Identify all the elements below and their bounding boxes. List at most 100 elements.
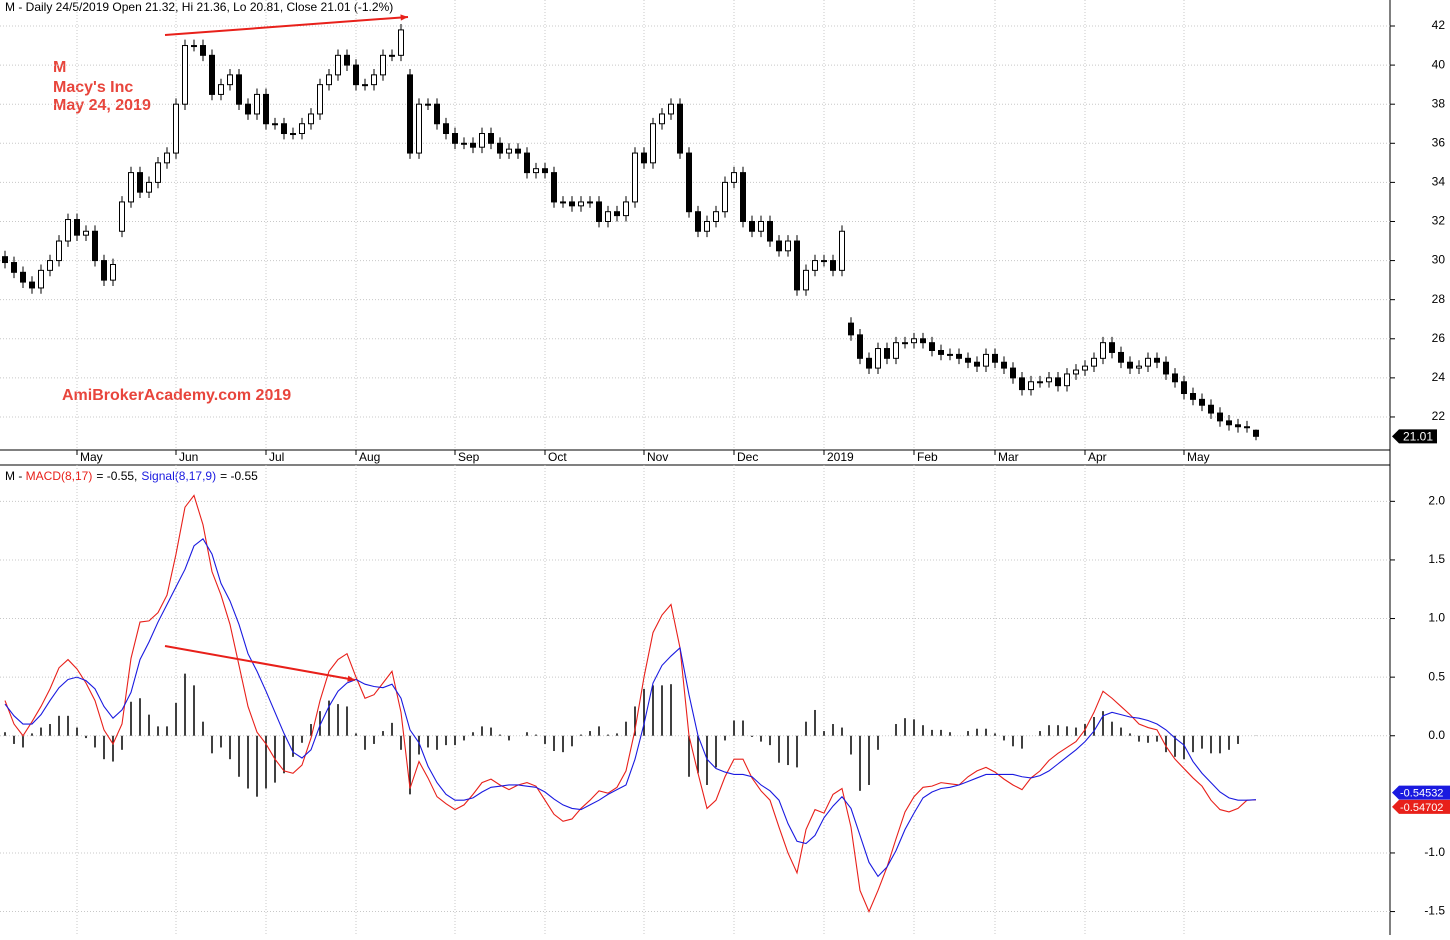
- y-tick-label: 28: [1432, 292, 1446, 306]
- candle-body: [875, 348, 881, 369]
- candle-body: [2, 256, 8, 264]
- candle-body: [515, 148, 521, 154]
- candle-body: [1037, 381, 1043, 384]
- candle-body: [1010, 367, 1016, 379]
- candle-body: [92, 230, 98, 262]
- candle-body: [1001, 361, 1007, 369]
- candle-body: [128, 172, 134, 203]
- candle-body: [911, 338, 917, 344]
- candle-body: [524, 152, 530, 174]
- candle-body: [623, 201, 629, 217]
- candle-body: [47, 260, 53, 271]
- candle-body: [704, 220, 710, 232]
- candle-body: [569, 201, 575, 207]
- candle-body: [578, 201, 584, 207]
- candle-body: [281, 123, 287, 135]
- y-tick-label: 22: [1432, 409, 1446, 423]
- candle-body: [677, 103, 683, 154]
- candle-body: [1064, 373, 1070, 387]
- candle-body: [1244, 426, 1250, 429]
- candle-body: [722, 181, 728, 213]
- candle-body: [20, 271, 26, 283]
- candle-body: [983, 353, 989, 367]
- candle-body: [389, 54, 395, 57]
- legend-entry: MACD(8,17): [26, 469, 93, 483]
- y-tick-label: 32: [1432, 214, 1446, 228]
- candle-body: [785, 240, 791, 252]
- y-tick-label: 24: [1432, 370, 1446, 384]
- y-tick-label: 34: [1432, 175, 1446, 189]
- value-label: -0.54702: [1400, 802, 1443, 814]
- candle-body: [749, 220, 755, 232]
- candle-body: [344, 54, 350, 66]
- candle-body: [848, 322, 854, 336]
- y-tick-label: 30: [1432, 253, 1446, 267]
- candle-body: [1208, 404, 1214, 414]
- candle-body: [1172, 373, 1178, 383]
- candle-body: [1235, 424, 1241, 428]
- x-tick-label: Mar: [998, 450, 1019, 464]
- annotation-arrow: [164, 645, 356, 681]
- candle-body: [1199, 398, 1205, 406]
- candle-body: [974, 361, 980, 367]
- candle-body: [434, 103, 440, 125]
- candle-body: [902, 342, 908, 345]
- candle-body: [659, 113, 665, 125]
- x-tick-label: Sep: [458, 450, 480, 464]
- candle-body: [1154, 357, 1160, 363]
- y-tick-label: 40: [1432, 57, 1446, 71]
- candle-body: [1019, 377, 1025, 391]
- candle-body: [1136, 365, 1142, 369]
- candle-body: [776, 240, 782, 252]
- y-tick-label: 42: [1432, 18, 1446, 32]
- x-tick-label: Dec: [737, 450, 758, 464]
- candle-body: [884, 348, 890, 359]
- candle-body: [1091, 357, 1097, 367]
- value-marker: [1392, 799, 1450, 814]
- candle-body: [74, 219, 80, 236]
- candle-body: [1190, 393, 1196, 400]
- candle-body: [839, 230, 845, 271]
- candle-body: [1028, 381, 1034, 391]
- legend-prefix: M -: [5, 469, 26, 483]
- candle-body: [308, 113, 314, 125]
- candle-body: [1253, 429, 1259, 437]
- candle-body: [1046, 377, 1052, 383]
- candle-body: [353, 64, 359, 86]
- candle-body: [65, 219, 71, 242]
- candle-body: [497, 142, 503, 154]
- candle-body: [641, 152, 647, 164]
- candle-body: [821, 260, 827, 263]
- candle-body: [227, 74, 233, 86]
- x-tick-label: Jun: [179, 450, 198, 464]
- candle-body: [686, 152, 692, 213]
- candle-body: [866, 357, 872, 369]
- candle-body: [470, 142, 476, 148]
- x-tick-label: 2019: [827, 450, 854, 464]
- candle-body: [803, 269, 809, 291]
- candle-body: [362, 84, 368, 87]
- candle-body: [191, 45, 197, 48]
- candle-body: [794, 240, 800, 291]
- candle-body: [182, 45, 188, 105]
- candle-body: [209, 54, 215, 95]
- y-tick-label: 1.0: [1428, 611, 1445, 625]
- candle-body: [812, 260, 818, 271]
- candle-body: [695, 211, 701, 232]
- candle-body: [29, 281, 35, 289]
- candle-body: [614, 211, 620, 217]
- candle-body: [668, 103, 674, 115]
- candle-body: [461, 142, 467, 145]
- candle-body: [164, 152, 170, 164]
- candle-body: [1226, 420, 1232, 426]
- candle-body: [290, 133, 296, 136]
- candle-body: [200, 45, 206, 56]
- value-label: -0.54532: [1400, 788, 1443, 800]
- candle-body: [173, 103, 179, 154]
- candle-body: [956, 353, 962, 359]
- candle-body: [605, 211, 611, 222]
- value-marker: [1392, 785, 1450, 800]
- candle-body: [767, 220, 773, 242]
